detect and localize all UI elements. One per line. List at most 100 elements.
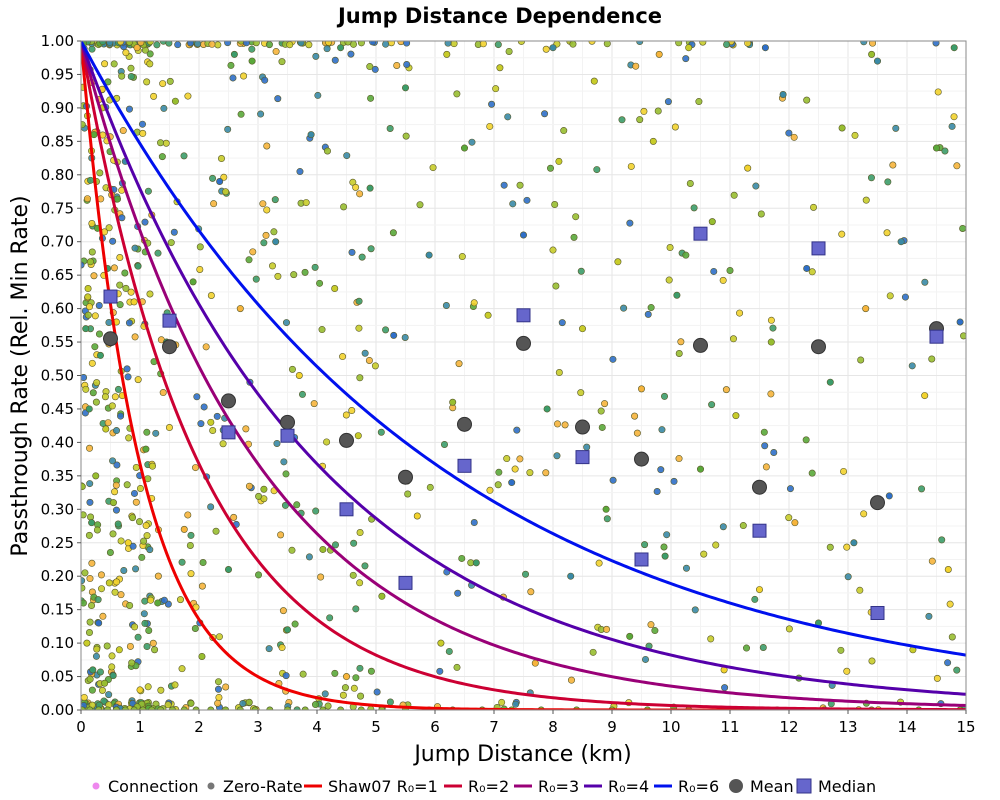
scatter-point	[86, 480, 94, 488]
scatter-point	[136, 518, 144, 526]
y-tick-label: 0.40	[41, 433, 74, 451]
scatter-point	[670, 477, 678, 485]
scatter-point	[109, 672, 117, 680]
scatter-point	[699, 41, 707, 46]
scatter-point	[356, 190, 364, 198]
scatter-point	[86, 498, 94, 506]
scatter-point	[207, 503, 215, 511]
scatter-point	[495, 468, 503, 476]
connection-point	[744, 164, 752, 172]
scatter-point	[305, 41, 313, 49]
scatter-point	[214, 41, 222, 49]
scatter-point	[318, 326, 326, 334]
scatter-point	[214, 699, 222, 707]
scatter-point	[470, 299, 478, 307]
scatter-point	[513, 426, 521, 434]
y-tick-label: 0.00	[41, 701, 74, 719]
scatter-point	[577, 267, 585, 275]
x-tick-label: 2	[194, 718, 204, 736]
connection-point	[449, 398, 457, 406]
connection-point	[443, 50, 451, 58]
connection-point	[761, 44, 769, 52]
scatter-point	[597, 407, 605, 415]
scatter-point	[453, 90, 461, 98]
mean-point	[457, 416, 472, 432]
scatter-point	[278, 644, 286, 652]
connection-point	[850, 539, 858, 547]
scatter-point	[503, 455, 511, 463]
scatter-point	[270, 228, 278, 236]
scatter-point	[331, 541, 339, 549]
median-point	[339, 502, 354, 517]
x-tick-label: 1	[135, 718, 145, 736]
scatter-point	[134, 633, 142, 641]
scatter-point	[708, 401, 716, 409]
scatter-point	[324, 702, 332, 710]
scatter-point	[288, 546, 296, 554]
scatter-point	[105, 691, 113, 699]
scatter-point	[382, 41, 390, 48]
scatter-point	[240, 72, 248, 80]
scatter-point	[117, 41, 125, 46]
scatter-point	[81, 569, 89, 577]
scatter-point	[105, 224, 113, 232]
scatter-point	[230, 513, 238, 521]
scatter-point	[802, 436, 810, 444]
median-point	[398, 575, 413, 590]
scatter-point	[953, 162, 961, 170]
legend-label: R₀=2	[468, 777, 509, 796]
scatter-point	[95, 301, 103, 309]
y-tick-label: 0.25	[41, 534, 74, 552]
scatter-point	[722, 386, 730, 394]
scatter-point	[84, 311, 92, 319]
scatter-point	[342, 411, 350, 419]
scatter-point	[174, 41, 182, 49]
scatter-point	[180, 152, 188, 160]
scatter-point	[357, 692, 365, 700]
scatter-point	[111, 393, 119, 401]
scatter-point	[85, 629, 93, 637]
scatter-point	[165, 41, 173, 47]
connection-point	[460, 144, 468, 152]
scatter-point	[282, 319, 290, 327]
scatter-point	[356, 529, 364, 537]
connection-point	[637, 385, 645, 393]
scatter-point	[222, 683, 230, 691]
connection-point	[413, 512, 421, 520]
scatter-point	[644, 310, 652, 318]
scatter-point	[426, 483, 434, 491]
connection-point	[567, 572, 575, 580]
scatter-point	[664, 98, 672, 106]
scatter-point	[186, 541, 194, 549]
scatter-point	[98, 686, 106, 694]
scatter-point	[934, 88, 942, 96]
scatter-point	[146, 41, 154, 46]
median-point	[575, 450, 590, 465]
scatter-point	[242, 41, 250, 47]
scatter-point	[429, 164, 437, 172]
scatter-point	[86, 575, 94, 583]
scatter-point	[504, 113, 512, 121]
scatter-point	[88, 686, 96, 694]
scatter-point	[154, 249, 162, 257]
scatter-point	[154, 572, 162, 580]
scatter-point	[386, 698, 394, 706]
scatter-point	[721, 684, 729, 692]
scatter-point	[252, 275, 260, 283]
scatter-point	[274, 272, 282, 280]
scatter-point	[886, 292, 894, 300]
median-point	[752, 523, 767, 538]
scatter-point	[302, 199, 310, 207]
scatter-point	[113, 578, 121, 586]
scatter-point	[111, 588, 119, 596]
scatter-point	[723, 41, 731, 48]
scatter-point	[105, 318, 113, 326]
scatter-point	[132, 565, 140, 573]
scatter-point	[98, 585, 106, 593]
scatter-point	[82, 385, 90, 393]
scatter-point	[352, 605, 360, 613]
x-tick-label: 15	[956, 718, 975, 736]
mean-point	[103, 331, 118, 347]
connection-point	[921, 392, 929, 400]
scatter-point	[609, 355, 617, 363]
